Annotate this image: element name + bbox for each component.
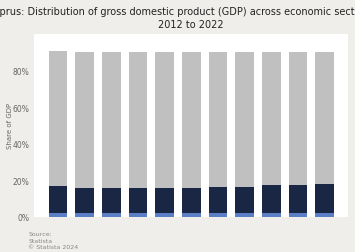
Bar (155, 213, 174, 217)
Bar (49, 213, 67, 217)
Bar (262, 185, 280, 213)
Bar (209, 53, 227, 188)
Bar (262, 213, 280, 217)
Bar (182, 53, 201, 188)
Bar (129, 213, 147, 217)
Bar (182, 188, 201, 213)
Bar (155, 188, 174, 213)
Bar (49, 52, 67, 186)
Bar (102, 188, 121, 213)
Bar (49, 186, 67, 213)
Bar (289, 185, 307, 213)
Bar (155, 53, 174, 188)
Bar (75, 53, 94, 188)
Text: Source:
Statista
© Statista 2024: Source: Statista © Statista 2024 (28, 231, 79, 249)
Bar (209, 188, 227, 213)
Bar (289, 213, 307, 217)
Bar (102, 53, 121, 188)
Bar (235, 53, 254, 187)
Y-axis label: Share of GDP: Share of GDP (7, 103, 13, 149)
Bar (209, 213, 227, 217)
Bar (182, 213, 201, 217)
Bar (315, 53, 334, 184)
Bar (75, 188, 94, 213)
Bar (289, 53, 307, 185)
Bar (235, 213, 254, 217)
Bar (235, 187, 254, 213)
Bar (262, 53, 280, 185)
Bar (315, 184, 334, 213)
Title: Cyprus: Distribution of gross domestic product (GDP) across economic sectors fro: Cyprus: Distribution of gross domestic p… (0, 7, 355, 30)
Bar (129, 188, 147, 213)
Bar (129, 53, 147, 188)
Bar (315, 213, 334, 217)
Bar (102, 213, 121, 217)
Bar (75, 213, 94, 217)
